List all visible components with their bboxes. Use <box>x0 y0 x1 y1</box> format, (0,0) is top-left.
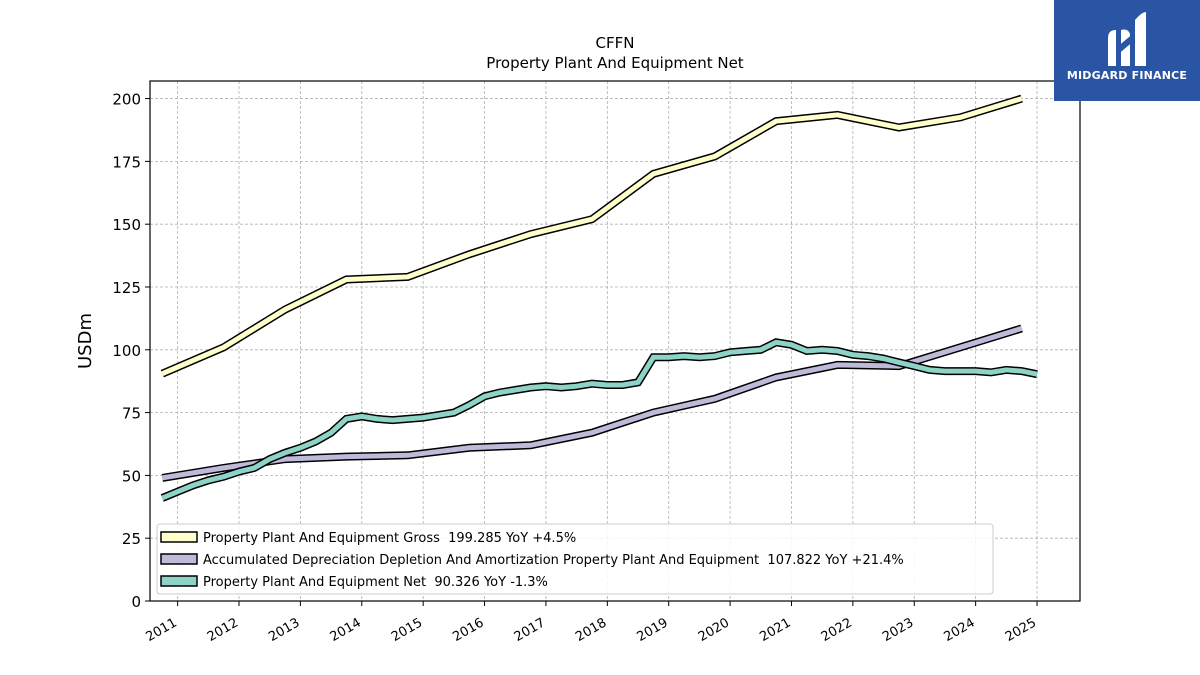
x-tick-label: 2016 <box>450 615 486 645</box>
x-axis: 2011 2012 2013 2014 2015 2016 2017 2018 2019 2020… <box>143 601 1039 645</box>
x-tick-label: 2012 <box>205 615 241 645</box>
brand-mark-icon <box>1108 12 1146 66</box>
x-tick-label: 2018 <box>573 615 609 645</box>
x-tick-label: 2019 <box>635 615 671 645</box>
y-tick-label: 125 <box>112 279 141 297</box>
brand-name: MIDGARD FINANCE <box>1066 69 1188 82</box>
y-tick-label: 100 <box>112 342 141 360</box>
legend-box <box>156 523 994 595</box>
y-tick-label: 25 <box>122 530 141 548</box>
series-line-1 <box>161 326 1023 481</box>
y-tick-label: 0 <box>131 593 141 611</box>
legend-entry-0: Property Plant And Equipment Gross 199.2… <box>203 531 576 546</box>
x-tick-label: 2014 <box>328 615 364 645</box>
grid <box>150 81 1080 602</box>
y-tick-label: 150 <box>112 216 141 234</box>
x-tick-label: 2024 <box>941 615 977 645</box>
x-tick-label: 2017 <box>512 615 548 645</box>
x-tick-label: 2021 <box>757 615 793 645</box>
series-outline-0 <box>160 94 1023 378</box>
y-axis-label: USDm <box>75 313 96 369</box>
x-tick-label: 2015 <box>389 615 425 645</box>
chart-subtitle: Property Plant And Equipment Net <box>486 54 743 72</box>
series-line-0 <box>161 96 1023 376</box>
series-lines <box>160 94 1038 502</box>
x-tick-label: 2022 <box>819 615 855 645</box>
x-tick-label: 2025 <box>1003 615 1039 645</box>
x-tick-label: 2020 <box>696 615 732 645</box>
legend-swatch-1 <box>160 553 198 565</box>
legend-swatch-2 <box>160 575 198 587</box>
legend-entry-2: Property Plant And Equipment Net 90.326 … <box>203 575 548 590</box>
y-tick-label: 50 <box>122 467 141 485</box>
series-line-2 <box>161 339 1038 501</box>
x-tick-label: 2023 <box>880 615 916 645</box>
legend-entry-1: Accumulated Depreciation Depletion And A… <box>203 553 904 568</box>
chart-title: CFFN <box>596 34 635 52</box>
x-tick-label: 2013 <box>266 615 302 645</box>
y-tick-label: 75 <box>122 405 141 423</box>
y-tick-label: 200 <box>112 91 141 109</box>
y-axis: 0 25 50 75 100 125 150 175 200 <box>112 91 150 611</box>
y-tick-label: 175 <box>112 153 141 171</box>
legend-swatch-0 <box>160 531 198 543</box>
legend: Property Plant And Equipment Gross 199.2… <box>156 523 994 595</box>
brand-logo: MIDGARD FINANCE <box>1054 0 1200 101</box>
series-outline-1 <box>161 324 1023 482</box>
plot-frame <box>149 80 1081 602</box>
x-tick-label: 2011 <box>143 615 179 645</box>
